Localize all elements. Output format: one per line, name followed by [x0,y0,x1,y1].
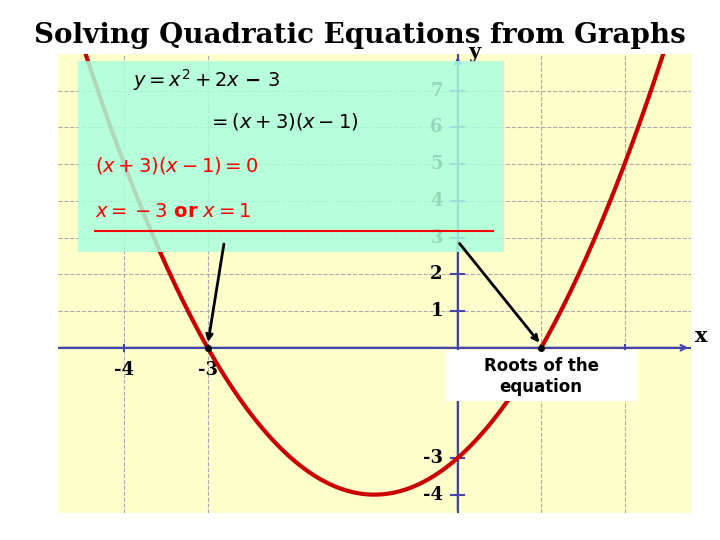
Text: 4: 4 [431,192,443,210]
Text: -3: -3 [198,361,217,379]
FancyBboxPatch shape [445,349,637,401]
Text: $(x + 3)(x - 1) = 0$: $(x + 3)(x - 1) = 0$ [95,155,258,176]
Text: Roots of the
equation: Roots of the equation [484,357,598,396]
Text: 1: 1 [431,302,443,320]
Text: $= (x + 3)(x - 1)$: $= (x + 3)(x - 1)$ [207,111,358,132]
Text: -4: -4 [423,485,443,504]
Text: 2: 2 [431,265,443,284]
Text: -3: -3 [423,449,443,467]
Text: 5: 5 [430,155,443,173]
Text: y: y [468,42,480,62]
Text: x: x [696,326,708,346]
Text: -4: -4 [114,361,135,379]
Text: 7: 7 [431,82,443,100]
Text: 3: 3 [431,228,443,247]
Text: 6: 6 [431,118,443,137]
Text: 2: 2 [618,361,631,379]
Text: $y = x^2 + 2x\ \mathbf{-}\ 3$: $y = x^2 + 2x\ \mathbf{-}\ 3$ [132,68,280,93]
Text: $x = -3\ \mathbf{or}\ x = 1$: $x = -3\ \mathbf{or}\ x = 1$ [95,204,251,221]
Text: 1: 1 [535,361,547,379]
Text: Solving Quadratic Equations from Graphs: Solving Quadratic Equations from Graphs [34,22,686,49]
FancyBboxPatch shape [78,62,503,252]
